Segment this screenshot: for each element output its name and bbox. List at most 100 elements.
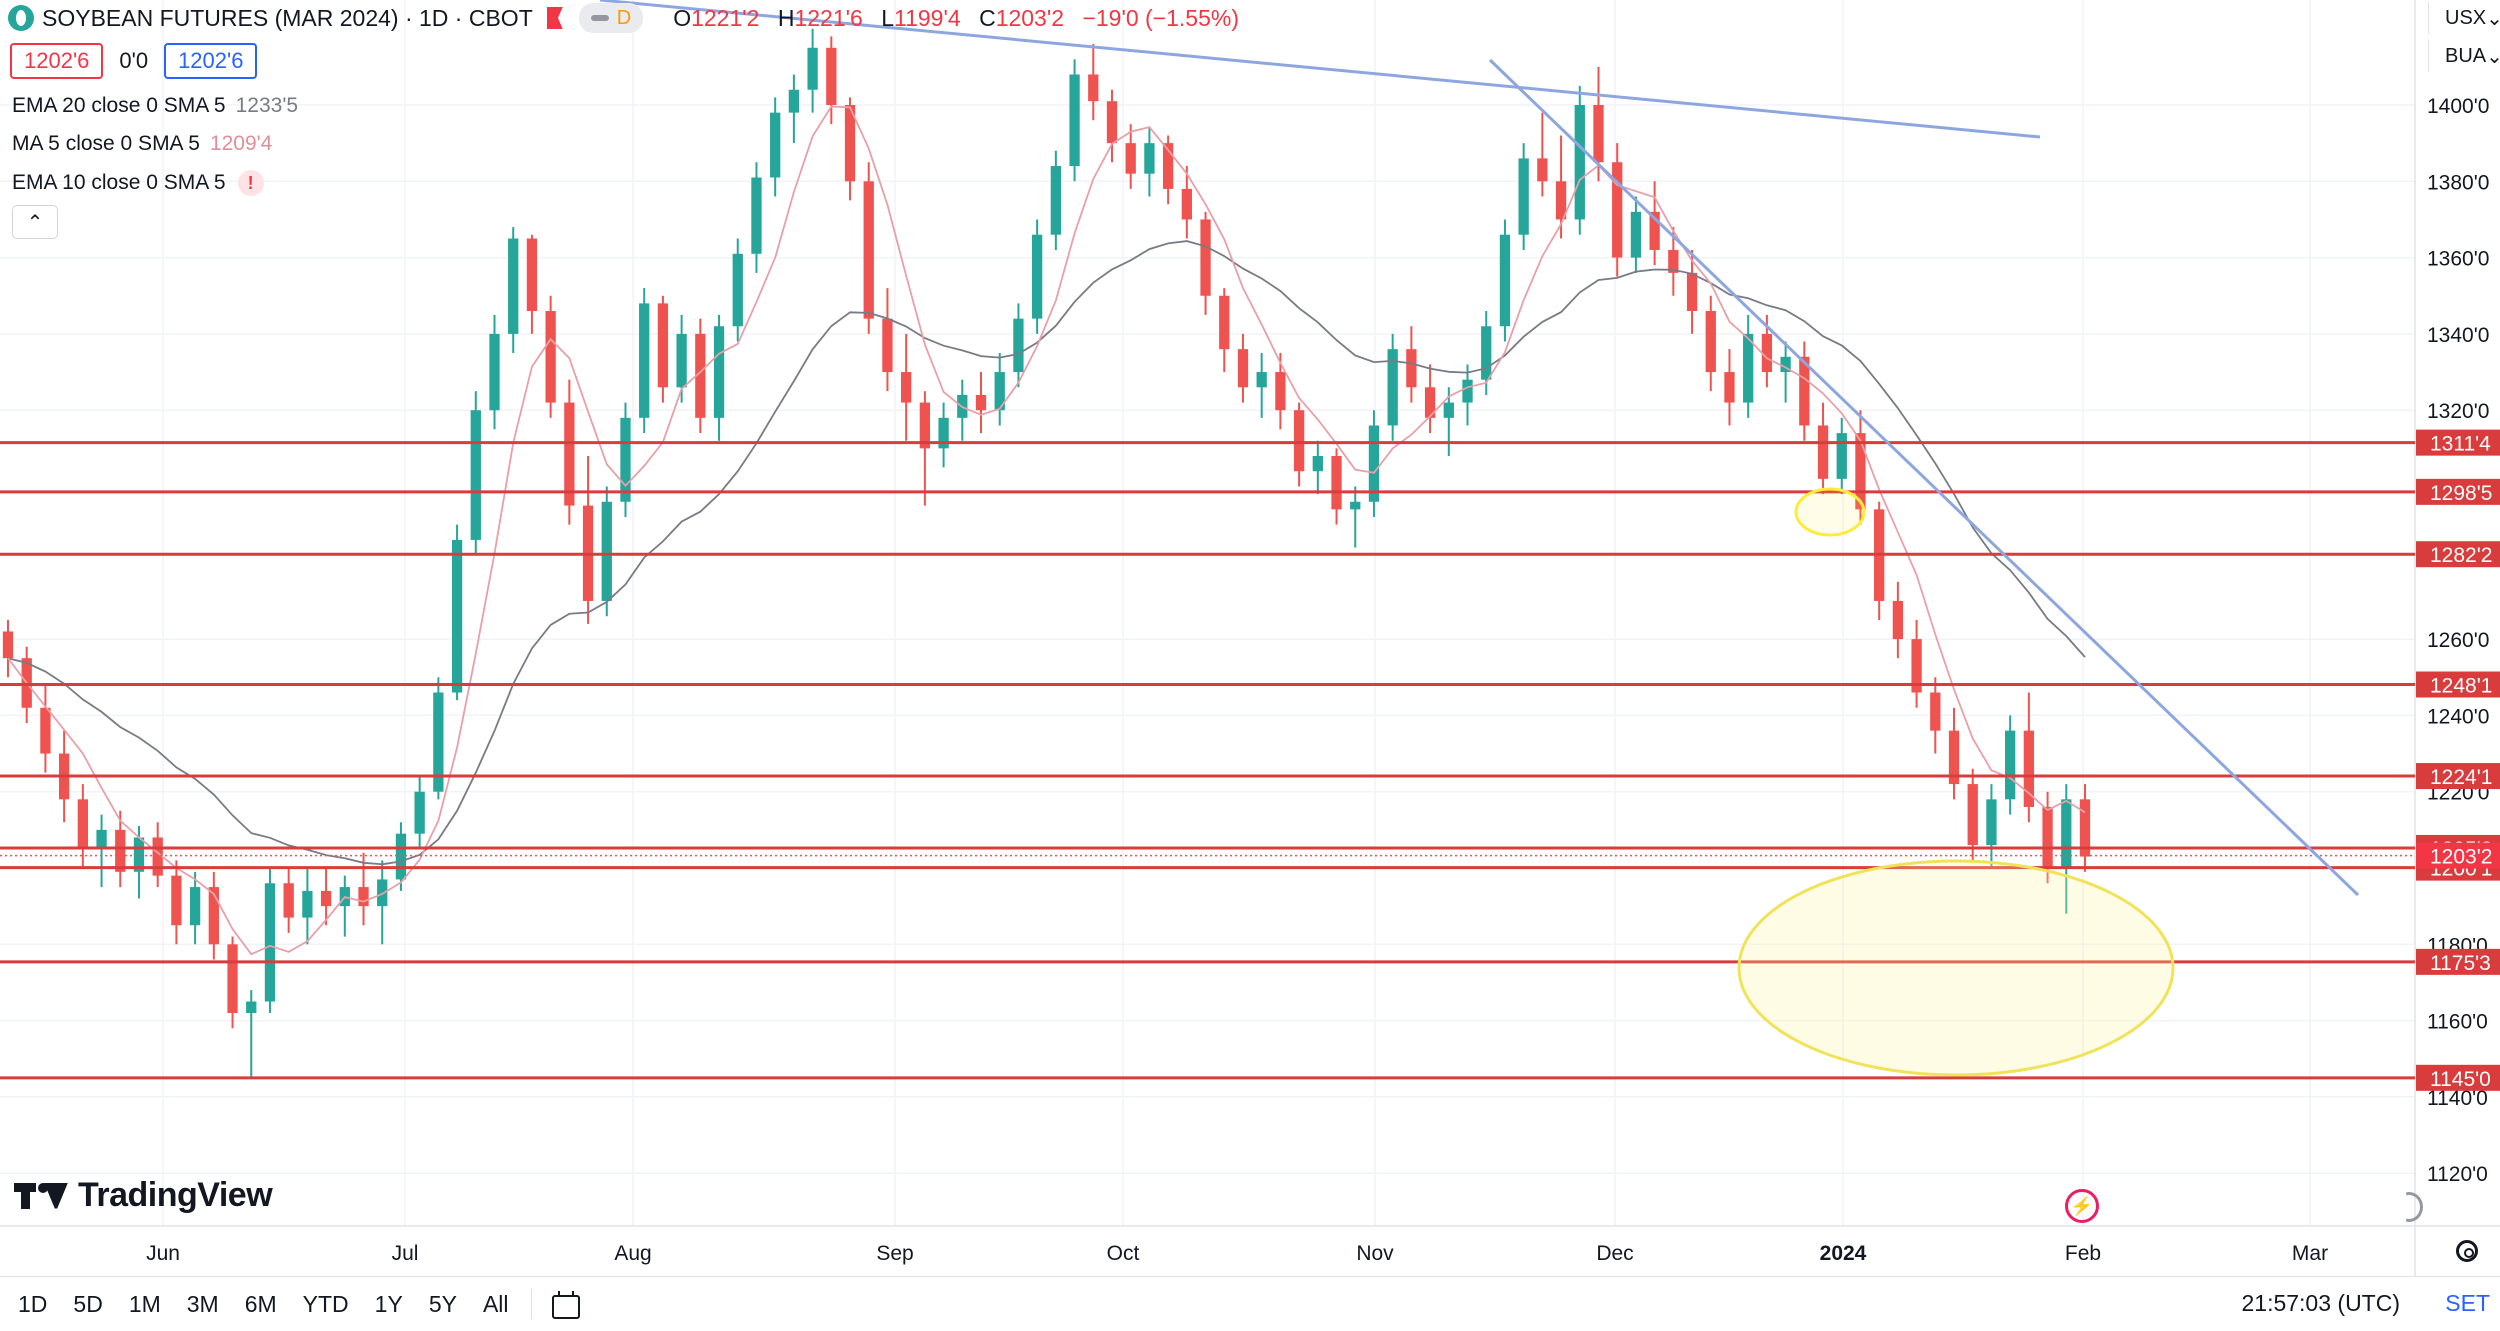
candle-body <box>788 89 800 113</box>
currency-label: USX <box>2445 6 2487 29</box>
candle-body <box>152 837 163 876</box>
candle-body <box>320 890 332 907</box>
tradingview-logo-icon <box>14 1181 68 1211</box>
trendline-descending <box>1488 58 2360 897</box>
candle-body <box>1911 639 1922 693</box>
candle-body <box>77 799 88 849</box>
candle-body <box>1892 600 1904 640</box>
candle-body <box>208 887 219 945</box>
candle-body <box>1088 74 1099 102</box>
range-5y[interactable]: 5Y <box>428 1290 457 1317</box>
price-axis-tick-label: 1140'0 <box>2427 1087 2488 1110</box>
price-axis-tick-label: 1360'0 <box>2427 248 2489 271</box>
highlight-ellipse-small <box>1794 487 1866 537</box>
price-axis-tick-label: 1240'0 <box>2427 705 2489 728</box>
indicator-ma5[interactable]: MA 5 close 0 SMA 5 1209'4 <box>12 132 272 156</box>
high-label: H <box>777 4 795 31</box>
range-1d[interactable]: 1D <box>18 1290 48 1317</box>
session-setting-button[interactable]: SET <box>2445 1290 2490 1316</box>
level-price-tag-label: 1282'2 <box>2430 544 2492 567</box>
indicator-ema20[interactable]: EMA 20 close 0 SMA 5 1233'5 <box>12 94 298 118</box>
candle-body <box>133 837 145 872</box>
price-axis-tick-label: 1160'0 <box>2427 1011 2488 1034</box>
range-ytd[interactable]: YTD <box>302 1290 349 1317</box>
warning-icon[interactable]: ! <box>237 170 264 196</box>
candle-body <box>414 791 425 834</box>
level-price-tag <box>2416 541 2500 568</box>
currency-selector[interactable]: USX ⌄ <box>2428 2 2500 34</box>
range-1m[interactable]: 1M <box>128 1290 161 1317</box>
calendar-icon[interactable] <box>550 1291 580 1319</box>
highlight-ellipse-large <box>1737 859 2175 1077</box>
indicator-ema10[interactable]: EMA 10 close 0 SMA 5! <box>12 170 264 196</box>
time-axis-label: Jun <box>146 1242 180 1265</box>
range-1y[interactable]: 1Y <box>374 1290 403 1317</box>
data-status-pill[interactable]: D <box>578 3 644 33</box>
price-axis-tick-label: 1260'0 <box>2427 629 2489 652</box>
candle-body <box>2005 730 2016 800</box>
unit-selector[interactable]: BUA ⌄ <box>2428 40 2500 72</box>
time-axis-label: Nov <box>1356 1242 1394 1265</box>
candle-body <box>919 402 931 449</box>
collapse-indicators-button[interactable]: ⌃ <box>12 205 58 239</box>
candle-body <box>564 402 575 506</box>
candle-body <box>1743 333 1754 403</box>
chart-header: SOYBEAN FUTURES (MAR 2024) · 1D · CBOT D… <box>0 0 1251 36</box>
ma5-line <box>7 105 2086 956</box>
chevron-down-icon: ⌄ <box>2486 45 2500 68</box>
candle-body <box>807 47 818 90</box>
candle-body <box>1031 234 1043 319</box>
toolbar-divider <box>530 1289 532 1319</box>
chevron-up-icon: ⌃ <box>26 212 44 234</box>
range-6m[interactable]: 6M <box>244 1290 277 1317</box>
buy-button[interactable]: 1202'6 <box>164 43 258 79</box>
level-price-tag-label: 1145'0 <box>2430 1068 2491 1091</box>
candle-body <box>1387 349 1398 426</box>
flag-icon[interactable] <box>546 7 563 29</box>
price-axis-tick-label: 1400'0 <box>2427 95 2489 118</box>
candle-body <box>189 887 201 926</box>
gear-icon[interactable] <box>2456 1240 2478 1262</box>
sell-button[interactable]: 1202'6 <box>10 43 104 79</box>
indicator-value: 1233'5 <box>235 94 299 117</box>
level-price-tag-label: 1248'1 <box>2430 674 2492 697</box>
candle-body <box>751 177 762 254</box>
candle-body <box>433 692 444 792</box>
candle-body <box>489 333 500 411</box>
candle-body <box>1368 425 1380 502</box>
candle-body <box>1443 402 1454 418</box>
candle-body <box>171 875 182 926</box>
open-value: 1221'2 <box>691 4 760 31</box>
level-price-tag <box>2416 429 2500 456</box>
range-3m[interactable]: 3M <box>186 1290 219 1317</box>
candle-body <box>863 181 874 319</box>
utc-clock[interactable]: 21:57:03 (UTC) <box>2241 1290 2400 1316</box>
candle-body <box>1612 162 1623 258</box>
chevron-down-icon: ⌄ <box>2486 7 2500 30</box>
candle-body <box>770 112 781 178</box>
range-all[interactable]: All <box>482 1290 509 1317</box>
candle-body <box>2079 799 2091 857</box>
candle-body <box>1836 433 1847 479</box>
candle-body <box>901 372 912 403</box>
indicator-label: EMA 10 close 0 SMA 5 <box>12 171 226 194</box>
indicator-label: EMA 20 close 0 SMA 5 <box>12 94 226 117</box>
high-value: 1221'6 <box>794 4 863 31</box>
tradingview-wordmark: TradingView <box>78 1176 273 1214</box>
scroll-to-realtime-icon[interactable] <box>2406 1192 2423 1222</box>
candle-body <box>620 417 631 502</box>
symbol-title[interactable]: SOYBEAN FUTURES (MAR 2024) · 1D · CBOT <box>42 4 533 31</box>
tradingview-logo[interactable]: TradingView <box>14 1176 273 1215</box>
time-axis-label: 2024 <box>1820 1242 1867 1265</box>
candle-body <box>601 501 612 601</box>
candle-body <box>115 829 126 872</box>
candle-body <box>1293 410 1305 472</box>
price-chart[interactable]: 1400'0 1380'0 1360'0 1340'0 1320'0 1260'0 1240… <box>0 0 2500 1276</box>
candle-body <box>2061 799 2072 868</box>
level-price-tag <box>2416 1064 2500 1091</box>
price-axis-tick-label: 1380'0 <box>2427 171 2489 194</box>
lightning-icon[interactable]: ⚡ <box>2065 1189 2099 1223</box>
range-5d[interactable]: 5D <box>73 1290 103 1317</box>
candle-body <box>1518 158 1529 235</box>
candle-body <box>1013 318 1024 373</box>
